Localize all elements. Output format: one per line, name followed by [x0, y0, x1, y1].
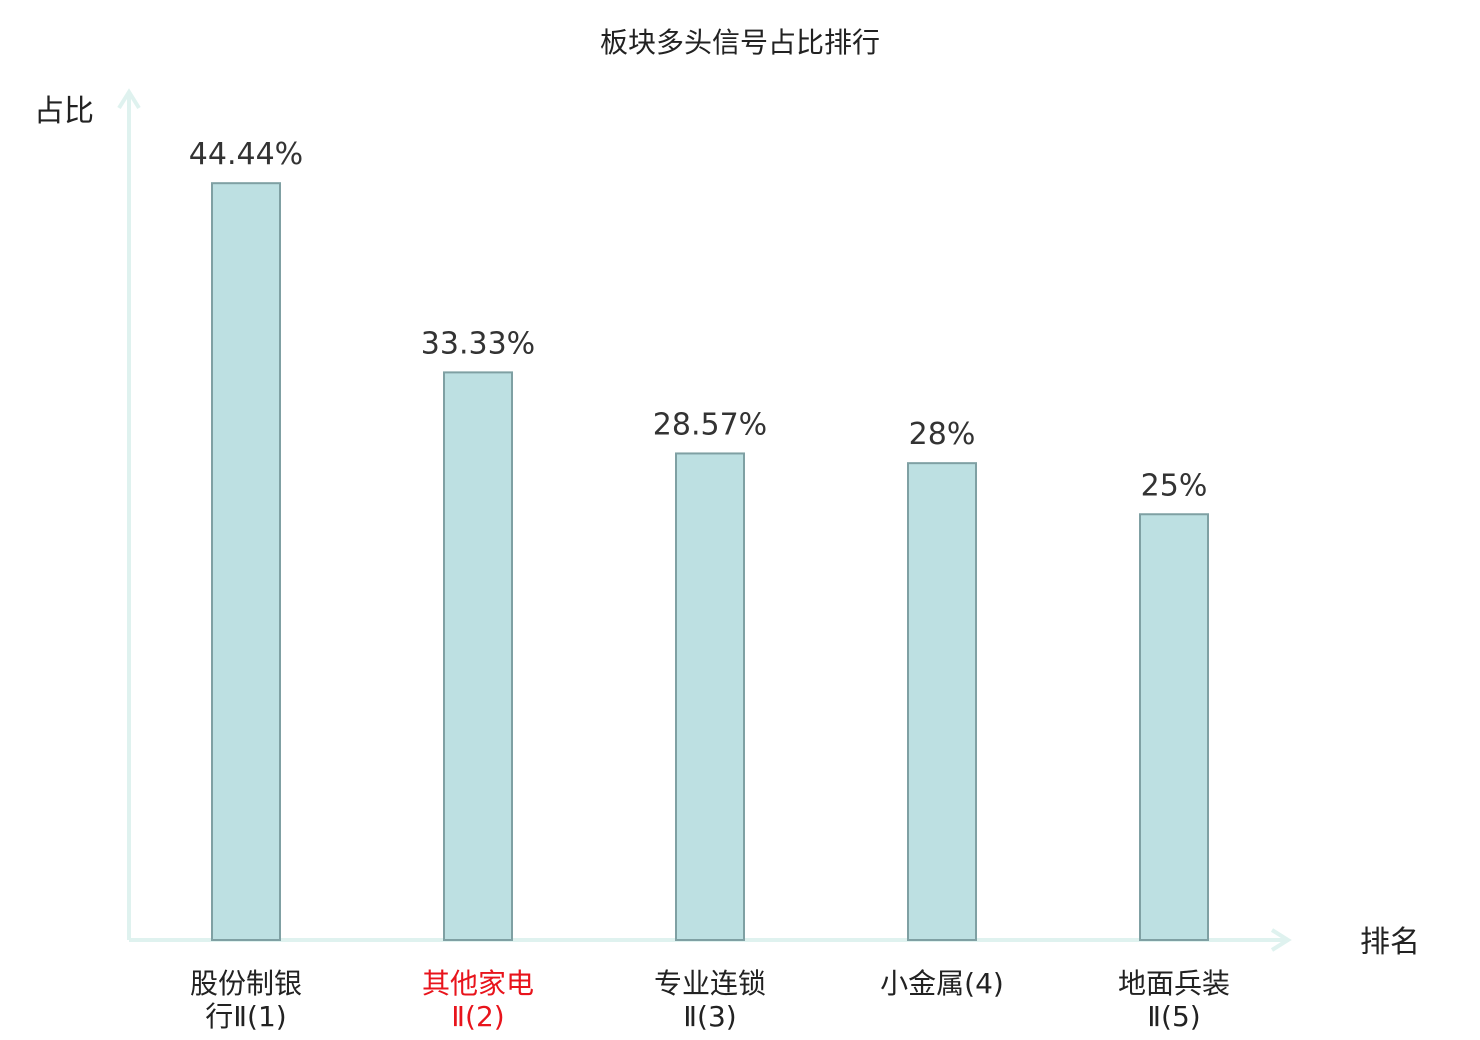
bar-4 — [907, 462, 977, 941]
category-label-3-line-1: 专业连锁 — [654, 967, 766, 1000]
category-label-3-line-2: Ⅱ(3) — [683, 1000, 736, 1033]
category-label-2-line-1: 其他家电 — [422, 967, 534, 1000]
category-label-1-line-2: 行Ⅱ(1) — [205, 1000, 286, 1033]
value-label-1: 44.44% — [189, 137, 303, 172]
value-label-5: 25% — [1141, 468, 1208, 503]
category-label-4-line-1: 小金属(4) — [880, 967, 1004, 1000]
value-labels: 44.44% 33.33% 28.57% 28% 25% — [189, 137, 1208, 503]
bar-2 — [443, 371, 513, 942]
x-axis-arrow — [1270, 928, 1292, 952]
bar-5 — [1139, 513, 1209, 941]
bar-1 — [211, 182, 281, 941]
category-label-5-line-2: Ⅱ(5) — [1147, 1000, 1200, 1033]
value-label-2: 33.33% — [421, 326, 535, 361]
y-axis-arrow — [117, 88, 141, 110]
value-label-4: 28% — [909, 417, 976, 452]
value-label-3: 28.57% — [653, 407, 767, 442]
category-label-5-line-1: 地面兵装 — [1118, 967, 1230, 1000]
y-axis-label: 占比 — [34, 94, 94, 129]
category-label-1-line-1: 股份制银 — [190, 967, 302, 1000]
category-label-2-line-2: Ⅱ(2) — [451, 1000, 504, 1033]
bar-series — [211, 182, 1209, 942]
bar-3 — [675, 452, 745, 941]
x-axis-label: 排名 — [1360, 925, 1420, 960]
chart-title: 板块多头信号占比排行 — [600, 26, 880, 59]
